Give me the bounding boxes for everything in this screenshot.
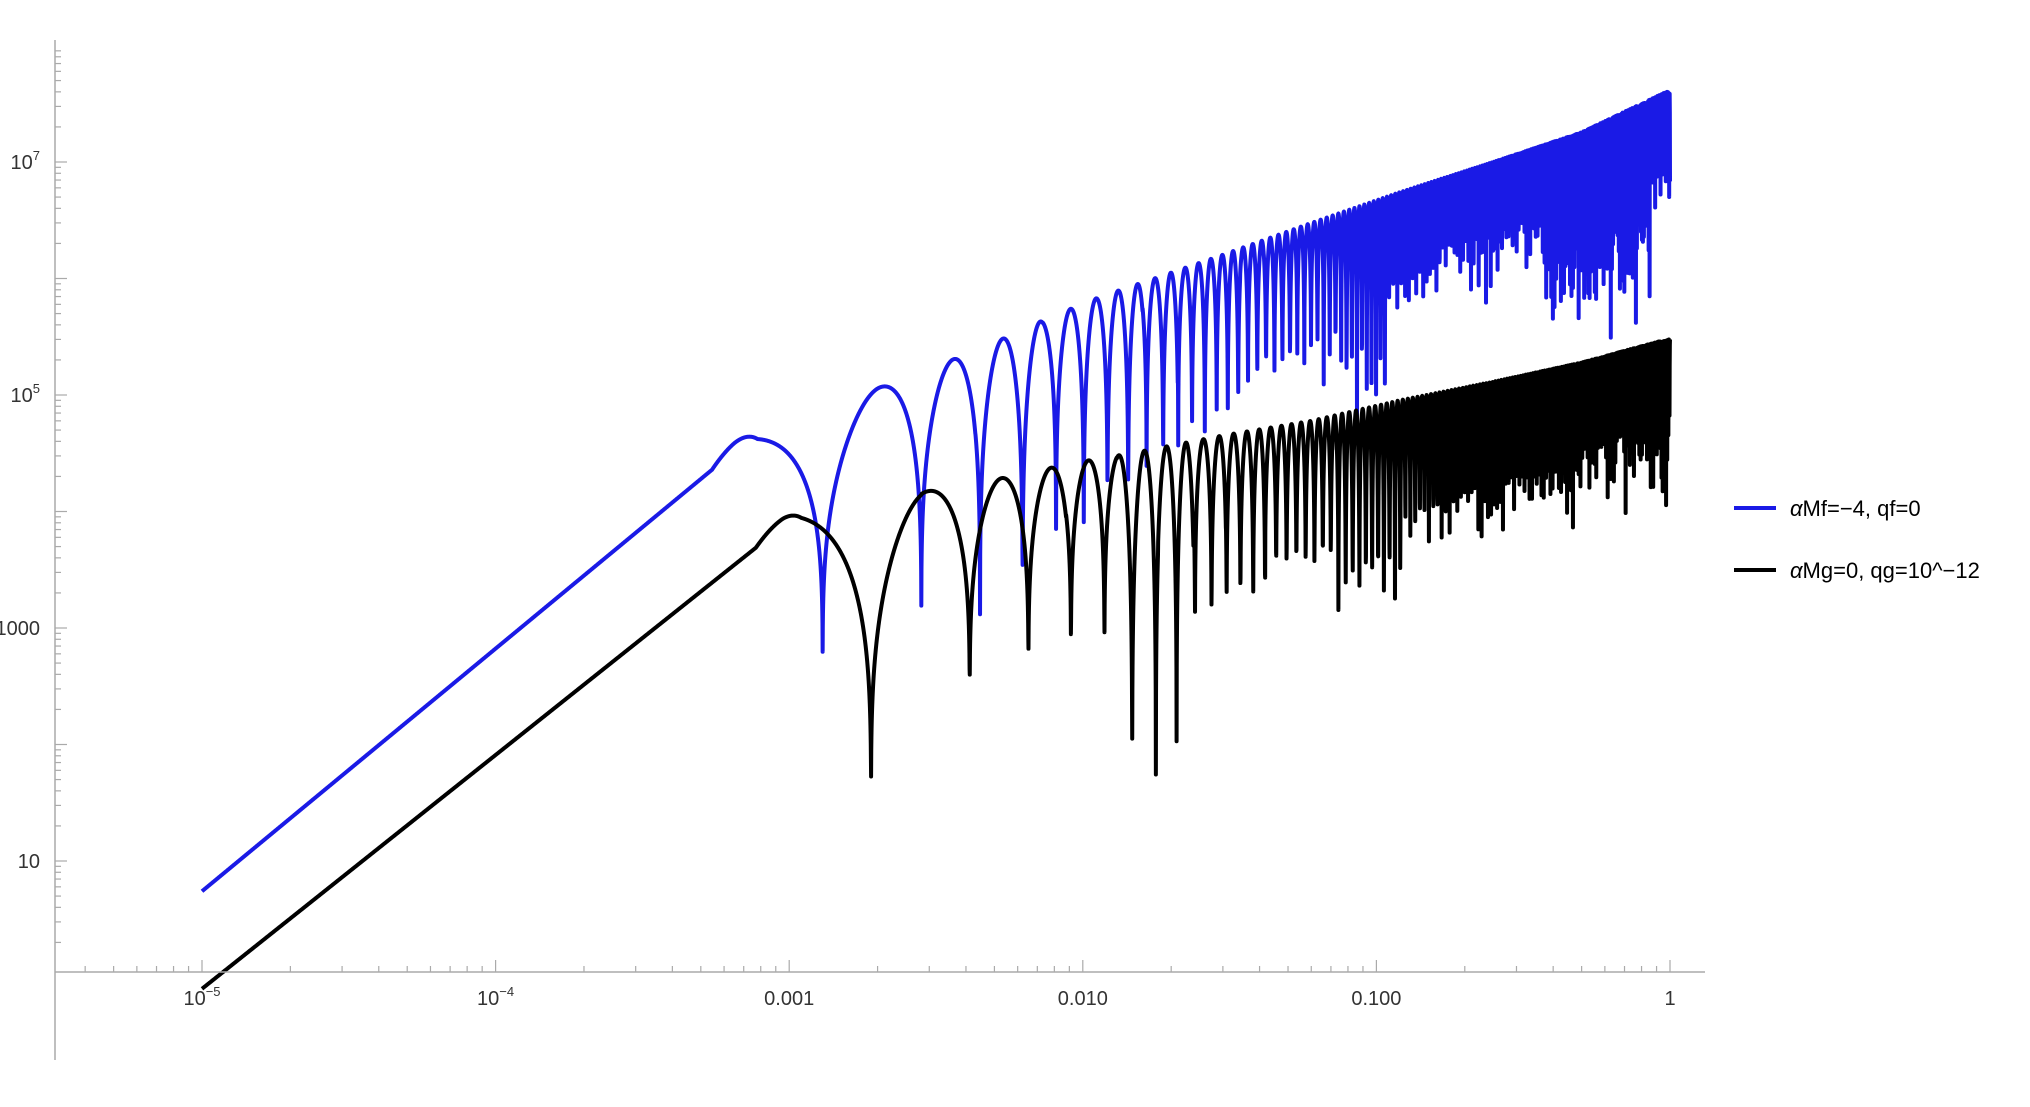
y-tick-label: 105	[11, 381, 40, 407]
y-tick-label: 10	[18, 851, 40, 873]
y-tick-label: 107	[11, 148, 40, 174]
legend-label-blue-greek: α	[1790, 496, 1804, 521]
x-tick-label: 10−5	[183, 984, 220, 1010]
legend-label-black: αMg=0, qg=10^−12	[1790, 558, 1980, 583]
legend-item-black-series: αMg=0, qg=10^−12	[1734, 558, 1980, 583]
x-tick-label: 1	[1664, 988, 1675, 1010]
series-layer	[200, 89, 1672, 991]
legend-label-blue-text: Mf=−4, qf=0	[1803, 496, 1921, 521]
legend-label-black-greek: α	[1790, 558, 1804, 583]
legend-label-black-text: Mg=0, qg=10^−12	[1803, 558, 1980, 583]
x-tick-label: 10−4	[477, 984, 514, 1010]
legend-item-blue-series: αMf=−4, qf=0	[1734, 496, 1921, 521]
x-tick-label: 0.001	[764, 988, 814, 1010]
y-tick-label: 1000	[0, 618, 40, 640]
y-axis-ticks: 10 1000 105 107	[0, 50, 67, 944]
x-axis-ticks: 10−5 10−4 0.001 0.010 0.100 1	[84, 960, 1676, 1010]
x-tick-label: 0.100	[1351, 988, 1401, 1010]
x-tick-label: 0.010	[1058, 988, 1108, 1010]
series-line-blue	[200, 89, 1672, 894]
series-line-black	[200, 337, 1672, 991]
legend-label-blue: αMf=−4, qf=0	[1790, 496, 1921, 521]
legend: αMf=−4, qf=0 αMg=0, qg=10^−12	[1734, 496, 1980, 583]
